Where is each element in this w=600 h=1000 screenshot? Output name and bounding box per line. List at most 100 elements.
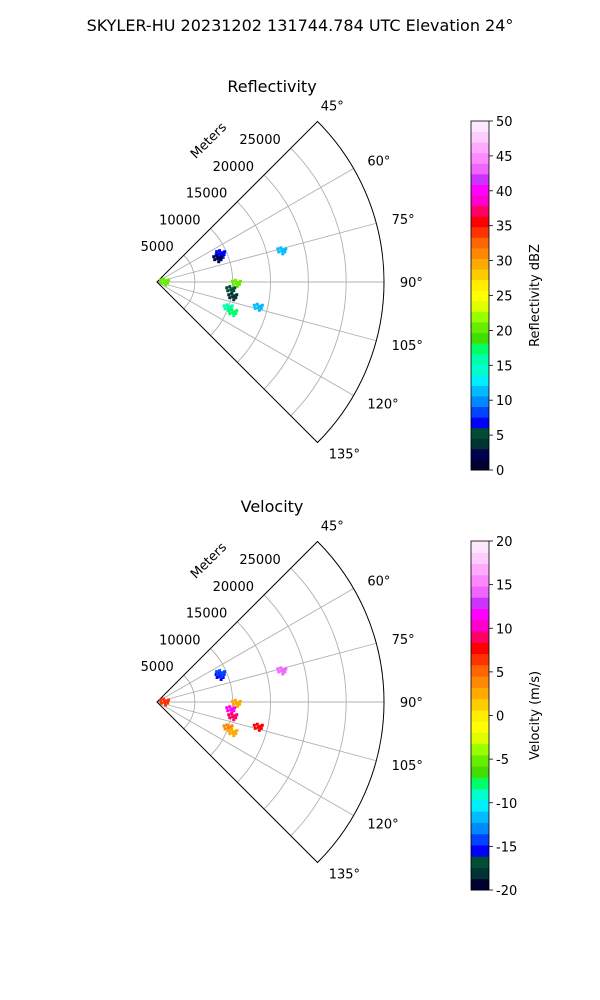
echo-pixel (216, 257, 220, 261)
echo-point (230, 698, 242, 708)
polar-chart-1: Velocity 45° 60° 75° 90° 105° 120° 135° 5000 1000… (141, 497, 543, 899)
echo-pixel (280, 249, 284, 253)
grid-radial (156, 222, 377, 283)
echo-pixel (235, 293, 239, 297)
echo-pixel (233, 714, 237, 718)
echo-pixel (225, 706, 229, 710)
echo-pixel (231, 715, 235, 719)
theta-tick-label: 90° (400, 696, 423, 711)
echo-pixel (219, 677, 223, 681)
colorbar-tick-label: 20 (496, 324, 513, 339)
echo-pixel (237, 282, 241, 286)
colorbar-segment (471, 152, 489, 164)
echo-pixel (215, 254, 219, 258)
r-tick-label: 10000 (159, 633, 200, 648)
echo-pixel (232, 314, 236, 318)
echo-pixel (281, 672, 285, 676)
echo-pixel (218, 256, 222, 260)
echo-point (227, 292, 239, 302)
echo-pixel (232, 289, 236, 293)
echo-pixel (159, 698, 163, 702)
echo-pixel (232, 718, 236, 722)
echo-pixel (256, 305, 260, 309)
colorbar-segment (471, 321, 489, 334)
echo-pixel (228, 312, 232, 316)
echo-pixel (230, 279, 234, 283)
colorbar-segment (471, 844, 489, 857)
colorbar-segment (471, 878, 489, 891)
echo-point (227, 308, 239, 318)
colorbar-tick-label: 5 (496, 429, 504, 444)
polar-frame (156, 540, 385, 864)
echo-pixel (277, 670, 281, 674)
echo-pixel (218, 669, 222, 673)
echo-pixel (234, 296, 238, 300)
echo-pixel (215, 670, 219, 674)
colorbar-segment (471, 290, 489, 302)
echo-pixel (258, 724, 262, 728)
echo-pixel (253, 726, 257, 730)
colorbar-segment (471, 608, 489, 621)
echo-pixel (232, 734, 236, 738)
echo-pixel (227, 309, 231, 313)
theta-tick-label: 120° (367, 817, 398, 832)
echo-pixel (233, 730, 237, 734)
echo-pixel (283, 250, 287, 254)
echo-point (215, 669, 227, 679)
theta-tick-label: 105° (392, 759, 423, 774)
echo-pixel (230, 724, 234, 728)
grid-radial (156, 701, 377, 762)
colorbar-tick-label: -10 (496, 797, 517, 812)
colorbar-tick-label: 25 (496, 290, 513, 305)
echo-pixel (216, 673, 220, 677)
theta-tick-label: 75° (392, 213, 415, 228)
colorbar-segment (471, 385, 489, 397)
colorbar-segment (471, 676, 489, 688)
echo-pixel (230, 712, 234, 716)
echo-pixel (284, 667, 288, 671)
echo-pixel (167, 278, 171, 282)
echo-pixel (222, 673, 226, 677)
colorbar-segment (471, 395, 489, 408)
echo-pixel (221, 675, 225, 679)
colorbar-segment (471, 799, 489, 812)
echo-pixel (160, 701, 164, 705)
colorbar-segment (471, 448, 489, 460)
echo-pixel (159, 278, 163, 282)
echo-pixel (225, 303, 229, 307)
echo-pixel (235, 729, 239, 733)
theta-tick-label: 60° (367, 575, 390, 590)
echo-pixel (222, 304, 226, 308)
colorbar-tick-label: -15 (496, 840, 517, 855)
echo-pixel (231, 707, 235, 711)
echo-pixel (164, 283, 168, 287)
echo-pixel (164, 703, 168, 707)
echo-pixel (228, 285, 232, 289)
echo-pixel (231, 287, 235, 291)
echo-pixel (162, 697, 166, 701)
echo-pixel (228, 732, 232, 736)
colorbar-segment (471, 631, 489, 643)
colorbar-segment (471, 709, 489, 722)
figure-title: SKYLER-HU 20231202 131744.784 UTC Elevat… (86, 16, 514, 35)
echo-pixel (219, 672, 223, 676)
echo-pixel (235, 704, 239, 708)
colorbar-tick-label: 35 (496, 220, 513, 235)
chart-title: Reflectivity (227, 77, 316, 96)
echo-pixel (233, 310, 237, 314)
echo-pixel (212, 255, 216, 259)
echo-pixel (253, 306, 257, 310)
colorbar-segment (471, 279, 489, 291)
echo-pixel (165, 699, 169, 703)
echo-pixel (228, 705, 232, 709)
colorbar-segment (471, 300, 489, 312)
theta-tick-label: 105° (392, 339, 423, 354)
echo-pixel (236, 280, 240, 284)
echo-pixel (227, 713, 231, 717)
echo-pixel (283, 670, 287, 674)
echo-pixel (231, 282, 235, 286)
echo-pixel (227, 293, 231, 297)
r-axis-label: Meters (188, 540, 230, 582)
colorbar-segment (471, 343, 489, 355)
